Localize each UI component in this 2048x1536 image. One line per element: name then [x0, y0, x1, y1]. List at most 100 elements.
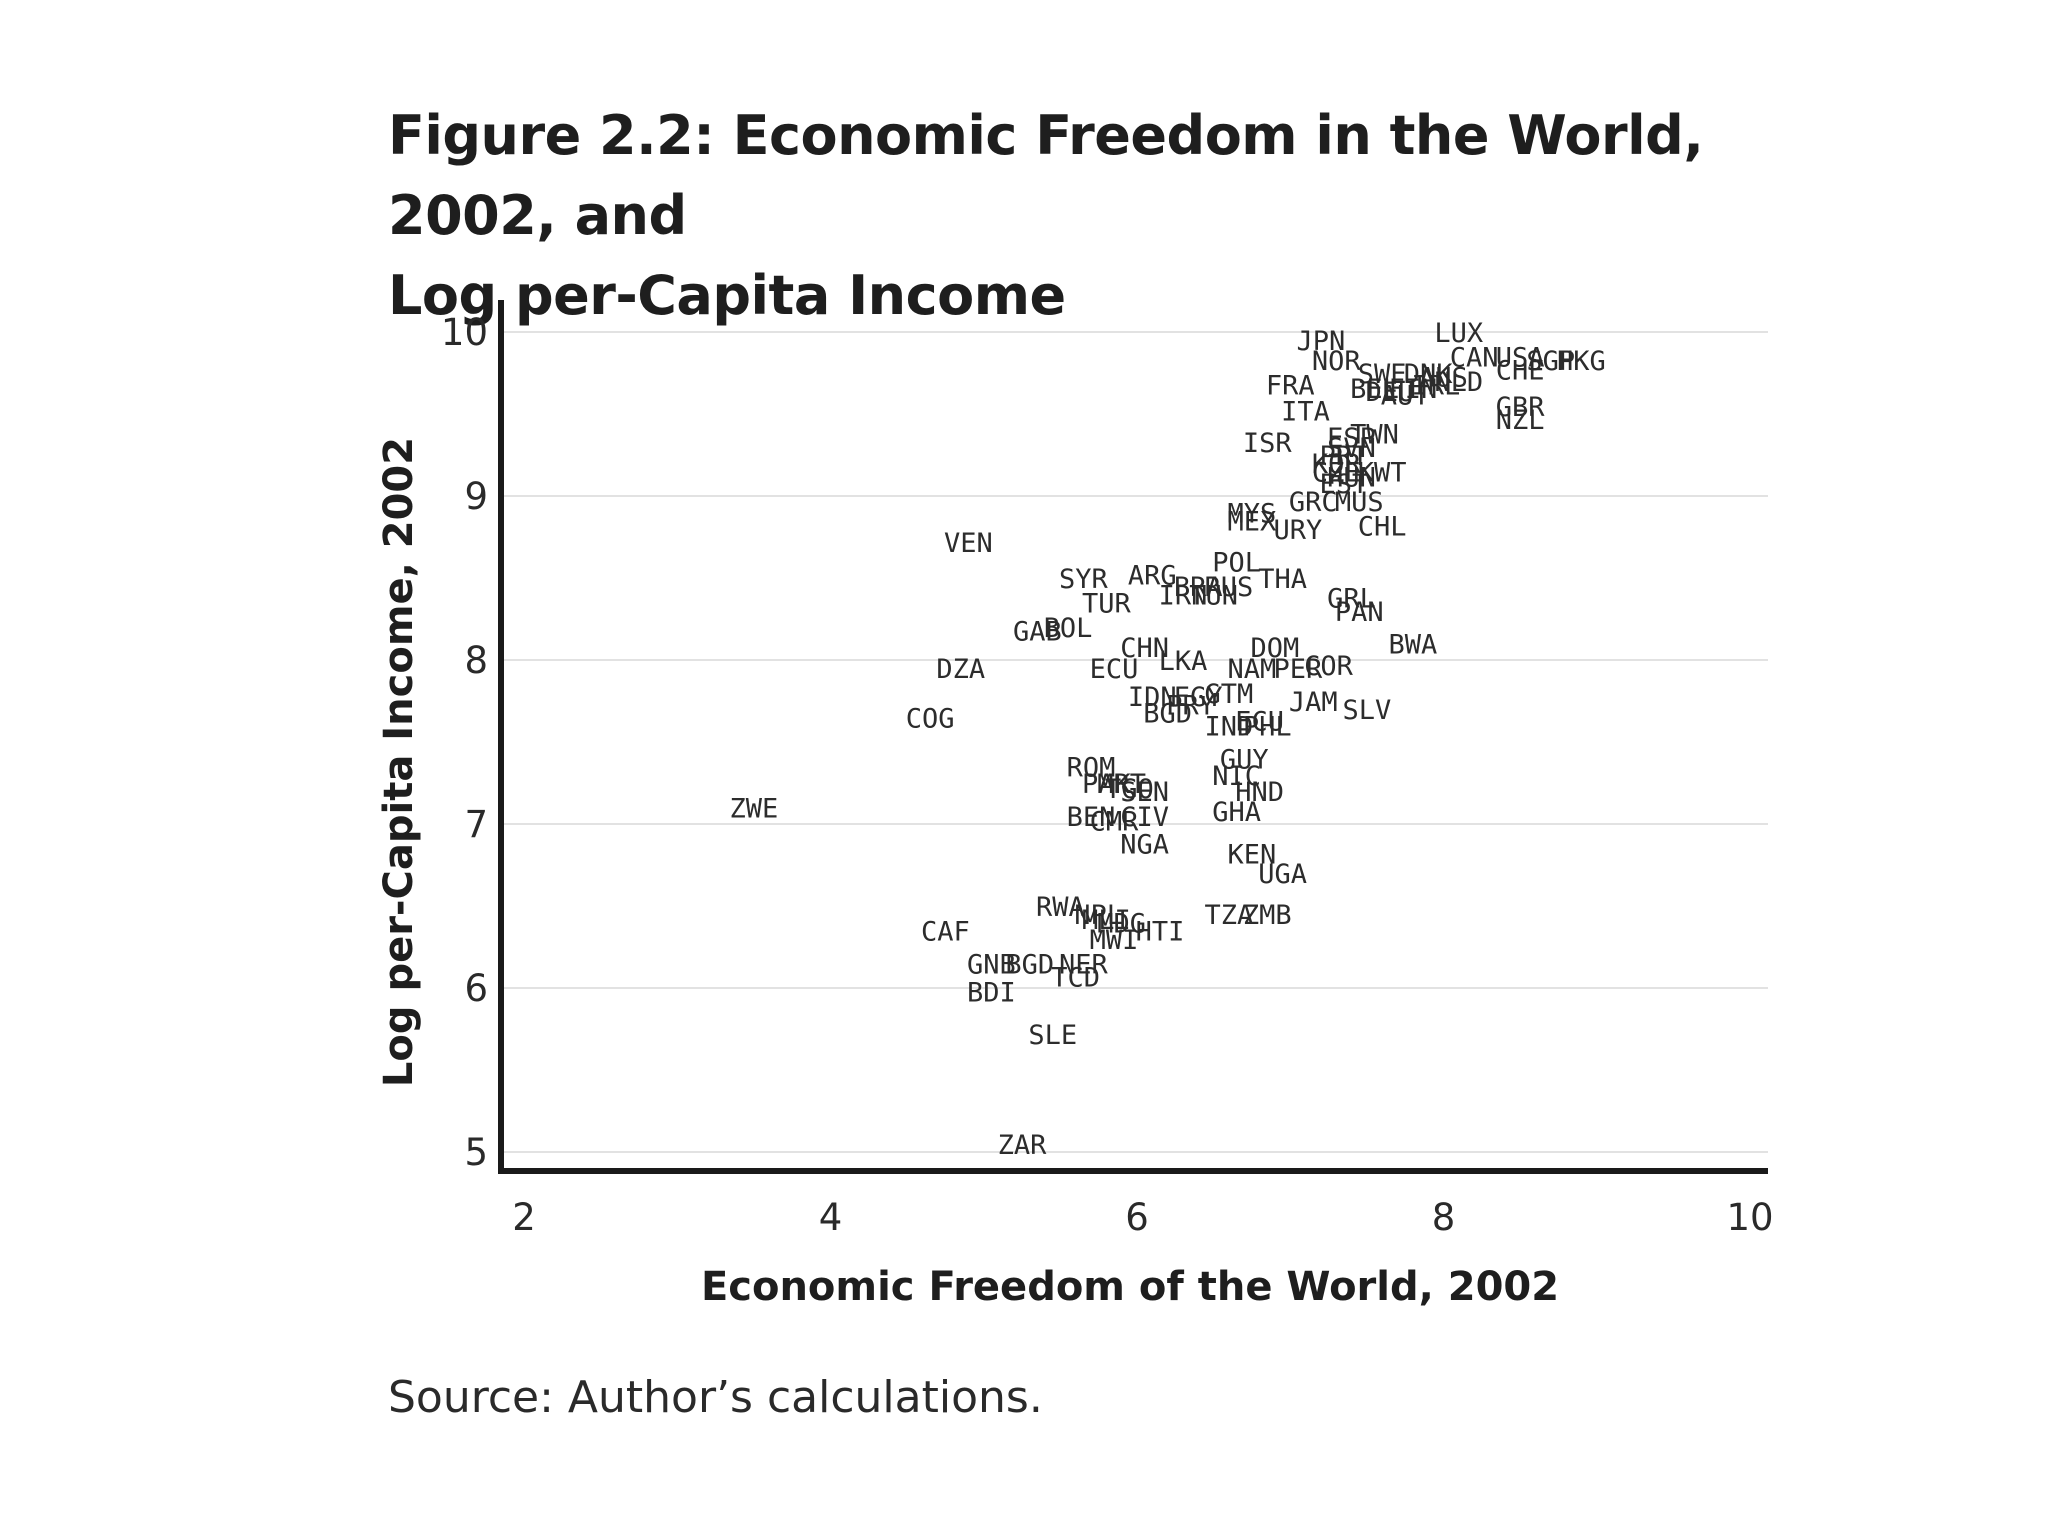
- y-tick-labels: 5 6 7 8 9 10: [441, 311, 488, 1174]
- figure-title: Figure 2.2: Economic Freedom in the Worl…: [388, 96, 1888, 336]
- data-point-aut: AUT: [1381, 380, 1430, 411]
- gridlines: [504, 331, 1768, 1153]
- data-point-isr: ISR: [1243, 428, 1293, 459]
- data-point-phl: PHL: [1243, 712, 1292, 743]
- data-point-mwi: MWI: [1090, 925, 1139, 956]
- data-point-lka: LKA: [1159, 646, 1208, 677]
- data-point-tur: TUR: [1082, 589, 1132, 620]
- data-point-ita: ITA: [1281, 397, 1330, 428]
- axes: [498, 300, 1768, 1174]
- y-tick-label: 7: [464, 803, 488, 846]
- data-point-deu: DEU: [1365, 377, 1414, 408]
- y-tick-label: 8: [464, 639, 488, 682]
- data-point-dza: DZA: [936, 654, 985, 685]
- data-point-rwa: RWA: [1036, 892, 1085, 923]
- data-point-kwt: KWT: [1358, 457, 1407, 488]
- data-point-cor: COR: [1304, 651, 1354, 682]
- y-axis-title: Log per-Capita Income, 2002: [376, 437, 422, 1087]
- data-point-bol: BOL: [1044, 613, 1093, 644]
- data-point-guy: GUY: [1220, 744, 1269, 775]
- data-point-can: CAN: [1450, 343, 1499, 374]
- data-point-jpn: JPN: [1297, 326, 1346, 357]
- data-point-ecu: ECU: [1090, 654, 1139, 685]
- figure-source-note: Source: Author’s calculations.: [388, 1372, 1043, 1423]
- data-point-mex: MEX: [1228, 507, 1277, 538]
- x-tick-labels: 2 4 6 8 10: [512, 1196, 1773, 1239]
- data-point-chl: CHL: [1358, 512, 1407, 543]
- figure-title-line-1: Figure 2.2: Economic Freedom in the Worl…: [388, 104, 1704, 247]
- data-point-grl: GRL: [1327, 584, 1376, 615]
- data-point-mli: MLI: [1082, 905, 1131, 936]
- data-point-zmb: ZMB: [1243, 900, 1292, 931]
- data-point-nzl: NZL: [1496, 405, 1545, 436]
- data-point-mus: MUS: [1335, 487, 1384, 518]
- y-tick-label: 5: [464, 1131, 488, 1174]
- data-point-pry: PRY: [1166, 690, 1215, 721]
- data-point-ken: KEN: [1228, 840, 1277, 871]
- data-point-pak: PAK: [1082, 769, 1132, 800]
- data-point-cog: COG: [906, 703, 955, 734]
- data-point-esp: ESP: [1327, 423, 1376, 454]
- data-point-ner: NER: [1059, 949, 1109, 980]
- data-point-tcd: TCD: [1051, 963, 1100, 994]
- x-tick-label: 10: [1726, 1196, 1773, 1239]
- data-point-swe: SWE: [1358, 359, 1407, 390]
- data-point-usa: USA: [1496, 343, 1545, 374]
- data-point-mdg: MDG: [1097, 908, 1146, 939]
- data-point-grc: GRC: [1289, 487, 1338, 518]
- data-point-tun: TUN: [1189, 580, 1238, 611]
- data-point-sen: SEN: [1120, 777, 1169, 808]
- data-point-nga: NGA: [1120, 830, 1169, 861]
- data-point-gab: GAB: [1013, 616, 1062, 647]
- data-point-ind: IND: [1205, 712, 1254, 743]
- data-point-caf: CAF: [921, 917, 970, 948]
- data-point-mys: MYS: [1228, 498, 1277, 529]
- data-point-gtm: GTM: [1205, 679, 1254, 710]
- y-tick-label: 9: [464, 475, 488, 518]
- data-point-kor: KOR: [1312, 449, 1362, 480]
- x-axis-title: Economic Freedom of the World, 2002: [701, 1264, 1559, 1310]
- data-point-rom: ROM: [1067, 753, 1116, 784]
- data-point-chn: CHN: [1120, 633, 1169, 664]
- y-tick-label: 6: [464, 967, 488, 1010]
- data-point-hkg: HKG: [1557, 346, 1606, 377]
- data-point-uga: UGA: [1258, 859, 1307, 890]
- data-point-nam: NAM: [1228, 654, 1277, 685]
- y-tick-label: 10: [441, 311, 488, 354]
- data-point-fin: FIN: [1388, 374, 1437, 405]
- data-point-prt: PRT: [1319, 441, 1368, 472]
- data-point-bwa: BWA: [1388, 630, 1437, 661]
- data-point-sgp: SGP: [1526, 346, 1575, 377]
- x-tick-label: 4: [819, 1196, 843, 1239]
- data-point-ben: BEN: [1067, 802, 1116, 833]
- x-tick-label: 2: [512, 1196, 536, 1239]
- data-point-ecu: ECU: [1235, 707, 1284, 738]
- data-point-aus: AUS: [1419, 362, 1468, 393]
- data-point-tza: TZA: [1205, 900, 1254, 931]
- data-point-zar: ZAR: [998, 1130, 1048, 1161]
- data-point-fra: FRA: [1266, 370, 1315, 401]
- data-point-hnd: HND: [1235, 777, 1284, 808]
- data-point-bel: BEL: [1350, 374, 1399, 405]
- data-point-bra: BRA: [1174, 572, 1223, 603]
- data-point-gnb: GNB: [967, 949, 1016, 980]
- x-tick-label: 8: [1432, 1196, 1456, 1239]
- data-point-syr: SYR: [1059, 564, 1109, 595]
- data-point-cze: CZE: [1312, 457, 1361, 488]
- data-point-ven: VEN: [944, 528, 993, 559]
- data-point-tgo: TGO: [1105, 774, 1154, 805]
- data-point-pan: PAN: [1335, 597, 1384, 628]
- data-point-gbr: GBR: [1496, 392, 1546, 423]
- data-point-ury: URY: [1274, 515, 1323, 546]
- data-point-sle: SLE: [1028, 1020, 1077, 1051]
- data-point-jam: JAM: [1289, 687, 1338, 718]
- data-point-dnk: DNK: [1404, 359, 1454, 390]
- data-point-bdi: BDI: [967, 977, 1016, 1008]
- data-point-civ: CIV: [1120, 802, 1169, 833]
- data-point-slv: SLV: [1342, 695, 1391, 726]
- data-point-hun: HUN: [1327, 462, 1376, 493]
- data-point-est: EST: [1319, 469, 1368, 500]
- data-point-rus: RUS: [1205, 572, 1254, 603]
